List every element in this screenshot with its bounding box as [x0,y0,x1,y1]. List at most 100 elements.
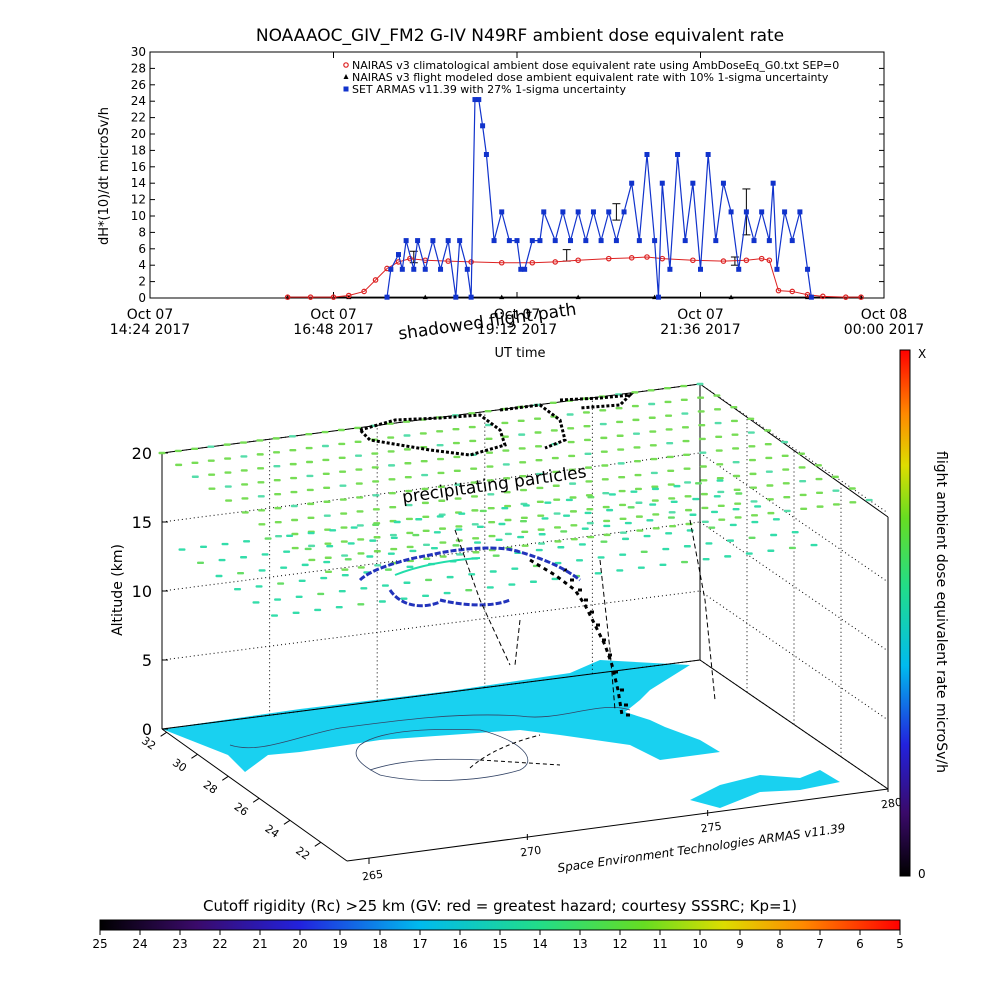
dose-mark [420,459,428,463]
y-tick-label: 14 [131,176,146,190]
x-tick-label: 16:48 2017 [293,322,373,338]
x-tick-label: 00:00 2017 [844,322,924,338]
dose-mark [339,498,347,501]
dose-mark [436,443,444,447]
dose-mark [669,524,677,528]
grid-line [161,659,701,730]
lat-tick-label: 22 [293,844,312,863]
x-tick-label: Oct 07 [494,307,540,323]
dose-mark [535,472,543,476]
dose-mark [848,487,856,490]
data-point [529,259,536,266]
data-point [808,294,814,300]
data-point [560,209,566,215]
dose-mark [692,497,700,501]
dose-mark [485,437,493,441]
dose-mark [566,413,574,416]
dose-mark [308,544,316,548]
dose-mark [390,536,398,540]
data-point [372,277,379,283]
dose-mark [354,454,362,457]
dose-mark [668,497,676,500]
dose-mark [274,598,282,601]
dose-mark [632,432,640,435]
data-point [468,294,474,300]
dose-mark [470,467,478,470]
legend-label: NAIRAS v3 climatological ambient dose eq… [352,59,839,72]
rigidity-tick-label: 14 [532,937,547,951]
dose-mark [292,611,300,614]
dose-mark [602,505,610,509]
data-point [468,259,474,265]
dose-mark [734,502,742,505]
dose-mark [568,454,576,458]
dose-mark [683,467,691,470]
dose-mark [321,444,329,448]
dose-mark [405,517,413,521]
dose-mark [476,525,484,528]
data-point [457,238,463,244]
dose-mark [697,410,705,413]
dose-mark [535,548,543,552]
dose-mark [735,492,743,495]
rigidity-tick-label: 25 [92,937,107,951]
dose-mark [578,543,586,546]
dose-mark [430,546,438,550]
dose-mark [748,445,756,448]
dose-mark [662,547,670,551]
dose-mark [325,570,332,573]
dose-mark [191,461,199,464]
dose-mark [421,487,429,491]
dose-mark [519,520,527,523]
dose-mark [437,485,445,489]
dose-mark [472,551,480,554]
shadow-flight-path [357,393,635,457]
data-point [782,209,788,215]
dose-mark [685,508,693,512]
dose-mark [619,531,627,534]
dose-mark [583,424,591,428]
dose-mark [354,426,362,430]
dose-mark [698,437,706,441]
dose-mark [454,483,462,486]
data-point [720,180,726,186]
dose-mark [508,583,516,586]
legend: NAIRAS v3 climatological ambient dose eq… [343,59,839,96]
dose-mark [569,510,577,513]
dose-mark [815,477,823,481]
dose-mark [673,484,681,488]
dose-mark [634,460,642,463]
dose-mark [357,566,365,569]
dose-mark [767,549,775,552]
rigidity-tick-label: 17 [412,937,427,951]
dose-mark [600,540,608,543]
dose-mark [568,468,576,471]
dose-mark [350,526,358,529]
dose-mark [630,490,638,493]
data-point [384,294,390,300]
series-layer [284,97,864,300]
dose-mark [551,456,559,460]
dose-mark [298,579,306,583]
dose-mark [470,481,478,484]
flight-marker [590,610,594,614]
dose-mark [479,509,487,513]
dose-mark [344,558,352,561]
dose-mark [503,490,511,494]
dose-mark [393,520,401,524]
dose-mark [541,517,549,520]
dose-mark [257,467,265,470]
y-tick-label: 4 [138,258,146,272]
dose-mark [698,423,706,427]
dose-mark [207,459,215,462]
dose-mark [504,504,512,508]
dose-mark [439,527,447,530]
data-point [636,238,642,244]
dose-mark [341,574,349,577]
dose-mark [468,573,476,576]
data-point [399,266,405,272]
z-tick-label: 10 [132,582,152,601]
dose-mark [404,462,412,465]
dose-mark [618,476,626,479]
dose-mark [264,537,272,540]
